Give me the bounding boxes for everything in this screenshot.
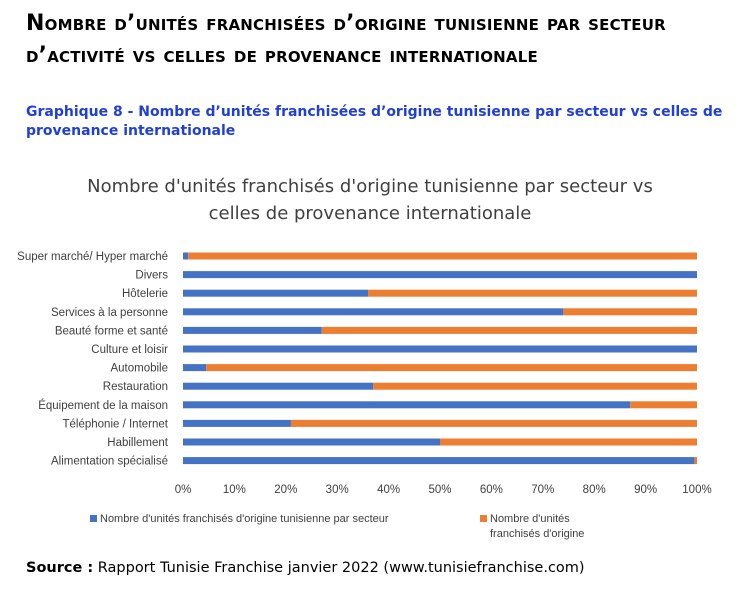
legend-label-tunisian: Nombre d'unités franchisés d'origine tun… <box>100 513 389 525</box>
category-label: Beauté forme et santé <box>55 325 168 337</box>
x-tick-label: 70% <box>531 484 554 496</box>
bar-segment-international <box>563 308 697 316</box>
legend-swatch-international <box>480 515 487 522</box>
category-label: Hôtelerie <box>122 288 168 300</box>
bar-segment-international <box>694 457 697 465</box>
category-label: Restauration <box>103 381 168 393</box>
x-tick-label: 20% <box>274 484 297 496</box>
x-tick-label: 0% <box>175 484 192 496</box>
stacked-bar-chart: Super marché/ Hyper marché Divers Hôteleri… <box>17 251 712 540</box>
bar-segment-international <box>188 252 697 260</box>
category-label: Équipement de la maison <box>38 399 168 412</box>
category-label: Culture et loisir <box>91 344 168 356</box>
bar-segment-tunisian <box>183 252 189 260</box>
bar-segment-tunisian <box>183 438 440 446</box>
category-label: Automobile <box>110 363 168 375</box>
bar-segment-international <box>373 382 697 390</box>
bar-segment-tunisian <box>183 382 374 390</box>
figure-caption: Graphique 8 - Nombre d’unités franchisée… <box>26 104 723 139</box>
section-heading: Nombre d’unités franchisées d’origine tu… <box>26 11 666 68</box>
chart-title-line-1: Nombre d'unités franchisés d'origine tun… <box>87 176 653 197</box>
source-note: Source : Rapport Tunisie Franchise janvi… <box>26 560 585 576</box>
bar-segment-tunisian <box>183 419 291 427</box>
source-label: Source : <box>26 560 94 576</box>
legend-swatch-tunisian <box>90 515 97 522</box>
category-label: Services à la personne <box>51 307 168 319</box>
bar-segment-tunisian <box>183 457 695 465</box>
bar-segment-tunisian <box>183 289 369 297</box>
bar-segment-tunisian <box>183 308 564 316</box>
x-tick-label: 40% <box>377 484 400 496</box>
bar-segment-tunisian <box>183 401 631 409</box>
category-label: Alimentation spécialisé <box>51 456 168 468</box>
x-tick-label: 60% <box>480 484 503 496</box>
bar-segment-international <box>206 364 697 372</box>
x-tick-label: 50% <box>428 484 451 496</box>
bar-segment-tunisian <box>183 364 207 372</box>
x-tick-label: 80% <box>583 484 606 496</box>
bar-segment-tunisian <box>183 326 322 334</box>
x-tick-label: 100% <box>682 484 711 496</box>
chart-title: Nombre d'unités franchisés d'origine tun… <box>40 173 700 227</box>
bar-segment-tunisian <box>183 345 697 353</box>
bar-segment-tunisian <box>183 271 697 279</box>
x-tick-label: 10% <box>223 484 246 496</box>
bar-segment-international <box>321 326 697 334</box>
x-tick-label: 30% <box>326 484 349 496</box>
x-tick-label: 90% <box>634 484 657 496</box>
chart-title-line-2: celles de provenance internationale <box>208 203 532 224</box>
bar-segment-international <box>290 419 697 427</box>
bar-segment-international <box>630 401 697 409</box>
legend-label-international-line: Nombre d'unités <box>490 513 570 525</box>
bar-segment-international <box>368 289 697 297</box>
category-label: Habillement <box>107 437 169 449</box>
category-label: Super marché/ Hyper marché <box>17 251 168 263</box>
source-text: Rapport Tunisie Franchise janvier 2022 (… <box>93 560 585 576</box>
category-label: Téléphonie / Internet <box>63 418 169 430</box>
bar-segment-international <box>440 438 697 446</box>
category-label: Divers <box>135 270 168 282</box>
legend-label-international-line: franchisés d'origine <box>490 528 584 540</box>
